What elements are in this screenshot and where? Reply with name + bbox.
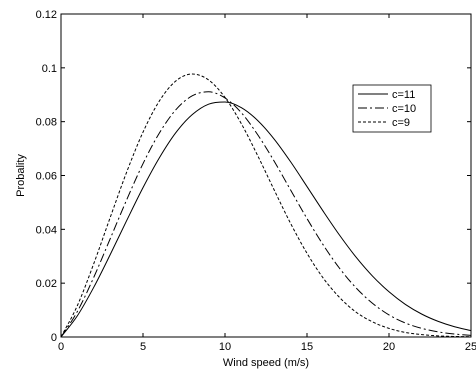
y-tick-label: 0.06 <box>36 171 57 183</box>
axis-ticks: 0 5 10 15 20 25 0 0.02 0.04 0.06 0.08 0.1 0.12 <box>36 9 476 353</box>
series-line-c-9 <box>60 73 472 338</box>
plot-area: 0 5 10 15 20 25 0 0.02 0.04 0.06 0.08 0.1 0.12 <box>36 9 476 353</box>
plot-frame <box>60 13 472 338</box>
x-tick-label: 20 <box>383 341 395 353</box>
x-tick-label: 5 <box>140 341 146 353</box>
legend-items: c=11 c=10 c=9 <box>358 89 416 129</box>
y-tick-label: 0.08 <box>36 117 57 129</box>
legend-label: c=10 <box>392 103 416 115</box>
y-axis-title: Probality <box>15 154 27 197</box>
x-tick-label: 10 <box>219 341 231 353</box>
y-tick-label: 0.04 <box>36 224 57 236</box>
y-tick-label: 0 <box>51 332 57 344</box>
y-tick-label: 0.1 <box>42 63 57 75</box>
legend-label: c=9 <box>392 117 410 129</box>
series-lines <box>60 73 472 338</box>
legend-label: c=11 <box>392 89 415 101</box>
series-line-c-11 <box>60 101 472 338</box>
y-tick-label: 0.02 <box>36 278 57 290</box>
x-tick-label: 25 <box>465 341 476 353</box>
x-tick-label: 0 <box>58 341 64 353</box>
x-tick-label: 15 <box>301 341 313 353</box>
series-line-c-10 <box>60 91 472 338</box>
legend: c=11 c=10 c=9 <box>352 84 432 133</box>
x-axis-title: Wind speed (m/s) <box>223 357 309 369</box>
y-tick-label: 0.12 <box>36 9 57 21</box>
